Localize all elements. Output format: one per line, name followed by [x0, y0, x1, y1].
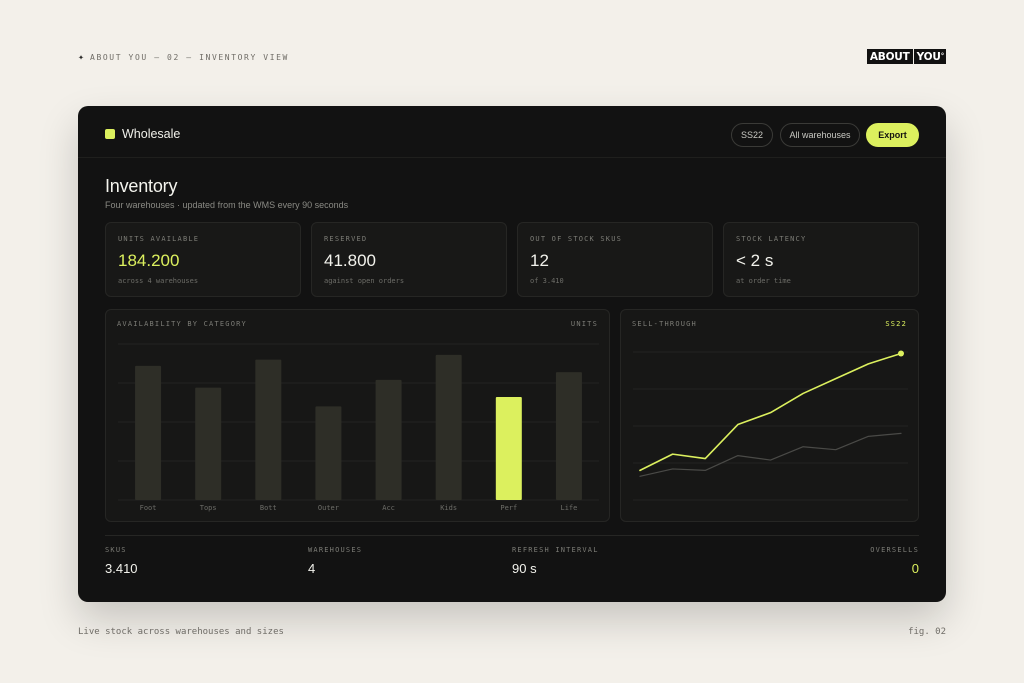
kpi-sub: across 4 warehouses [118, 277, 199, 285]
page-subtitle: Four warehouses · updated from the WMS e… [105, 200, 349, 210]
availability-unit-tag: UNITS [570, 320, 598, 328]
page-title: Inventory [105, 176, 178, 196]
tick-label: Life [561, 504, 578, 512]
workspace-label[interactable]: Wholesale [122, 127, 181, 141]
availability-panel: AVAILABILITY BY CATEGORY UNITS Foot Tops B… [105, 309, 610, 522]
bar-outer [315, 406, 342, 500]
kpi-value: 12 [530, 251, 549, 270]
bar-life [555, 372, 582, 500]
logo-part-about: ABOUT [866, 49, 913, 64]
footer-stat-skus: SKUS 3.410 [105, 546, 138, 576]
tick-label: Perf [500, 504, 517, 512]
figure-label: fig. 02 [908, 627, 946, 637]
bar-foot [135, 365, 162, 500]
kpi-sub: at order time [736, 277, 791, 285]
footer-stat-label: WAREHOUSES [308, 546, 363, 554]
kpi-label: RESERVED [324, 235, 368, 243]
kpi-sub: against open orders [324, 277, 405, 285]
tick-label: Foot [140, 504, 157, 512]
top-bar: Wholesale SS22 All warehouses Export [78, 106, 946, 158]
kpi-card-stock-latency: STOCK LATENCY < 2 s at order time [723, 222, 919, 297]
footer-stat-value: 0 [911, 561, 919, 576]
caption-top-text: ABOUT YOU — 02 — INVENTORY VIEW [90, 53, 289, 62]
tick-label: Tops [200, 504, 217, 512]
sellthrough-season-tag: SS22 [885, 320, 907, 328]
kpi-value: 184.200 [118, 251, 180, 270]
availability-title: AVAILABILITY BY CATEGORY [117, 320, 247, 328]
bar-bott [255, 359, 282, 500]
kpi-label: OUT OF STOCK SKUS [530, 235, 623, 243]
bar-kids [435, 354, 462, 500]
bar-acc [375, 379, 402, 500]
tick-label: Kids [440, 504, 457, 512]
footer-stat-value: 90 s [512, 561, 537, 576]
kpi-value: 41.800 [324, 251, 376, 270]
caption-bottom: Live stock across warehouses and sizes [78, 627, 284, 637]
caption-top: ✦ ABOUT YOU — 02 — INVENTORY VIEW [78, 52, 289, 63]
kpi-card-reserved: RESERVED 41.800 against open orders [311, 222, 507, 297]
brand-logo: ABOUT YOU° [866, 49, 946, 64]
warehouse-filter-pill[interactable]: All warehouses [780, 123, 860, 147]
footer-stat-warehouses: WAREHOUSES 4 [308, 546, 362, 576]
footer-stat-refresh: REFRESH INTERVAL 90 s [512, 546, 599, 576]
kpi-card-units-available: UNITS AVAILABLE 184.200 across 4 warehou… [105, 222, 301, 297]
dashboard-window: Wholesale SS22 All warehouses Export Inv… [78, 106, 946, 602]
footer-stat-value: 3.410 [105, 561, 138, 576]
export-button[interactable]: Export [866, 123, 919, 147]
series-endpoint-dot [898, 350, 904, 357]
footer-stat-oversells: OVERSELLS 0 [870, 546, 919, 576]
season-filter-pill[interactable]: SS22 [731, 123, 773, 147]
sellthrough-line-chart [633, 350, 908, 501]
kpi-label: UNITS AVAILABLE [118, 235, 200, 243]
sellthrough-title: SELL-THROUGH [632, 320, 697, 328]
kpi-card-out-of-stock: OUT OF STOCK SKUS 12 of 3.410 [517, 222, 713, 297]
kpi-value: < 2 s [736, 251, 774, 270]
availability-bar-chart: Foot Tops Bott Outer Acc Kids Perf Life [118, 343, 599, 512]
footer-stat-label: OVERSELLS [870, 546, 919, 554]
footer-divider [105, 535, 919, 536]
logo-part-you: YOU° [912, 49, 946, 64]
bar-perf [495, 397, 522, 500]
workspace-square-icon [105, 129, 115, 139]
tick-label: Bott [260, 504, 277, 512]
sellthrough-panel: SELL-THROUGH SS22 [620, 309, 919, 522]
footer-stat-label: REFRESH INTERVAL [512, 546, 599, 554]
bar-tops [195, 387, 222, 500]
tick-label: Outer [318, 504, 339, 512]
series-line-current [639, 352, 902, 472]
footer-stat-label: SKUS [105, 546, 127, 554]
footer-stat-value: 4 [308, 561, 316, 576]
kpi-label: STOCK LATENCY [736, 235, 807, 243]
sparkle-icon: ✦ [78, 52, 85, 63]
kpi-sub: of 3.410 [530, 277, 564, 285]
series-line-previous [639, 432, 902, 477]
tick-label: Acc [382, 504, 395, 512]
